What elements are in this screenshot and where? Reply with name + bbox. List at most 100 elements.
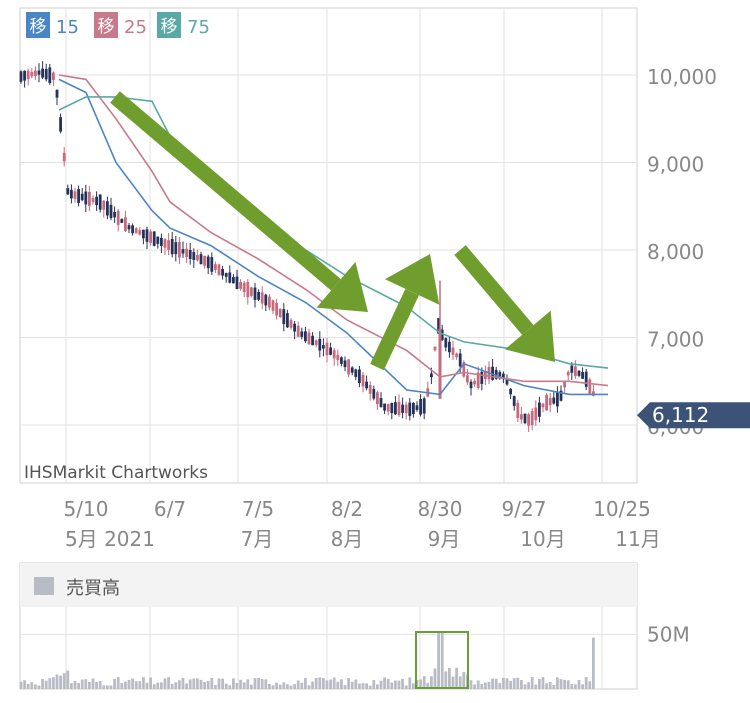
volume-bar bbox=[552, 685, 556, 689]
volume-bar bbox=[548, 682, 552, 689]
volume-bar bbox=[358, 683, 361, 689]
volume-bar bbox=[62, 673, 66, 689]
legend-badge-text: 移 bbox=[30, 17, 47, 37]
candle bbox=[102, 200, 106, 210]
candle bbox=[394, 402, 397, 415]
volume-bar bbox=[293, 684, 296, 689]
candle bbox=[340, 357, 343, 364]
candle bbox=[523, 413, 527, 424]
legend-label-ma25: 25 bbox=[124, 17, 147, 38]
candle bbox=[581, 372, 584, 379]
arrow-shaft bbox=[370, 288, 419, 371]
volume-legend-label: 売買高 bbox=[66, 578, 120, 599]
legend-badge-ma75 bbox=[157, 12, 181, 38]
candle bbox=[282, 309, 286, 324]
candle bbox=[178, 241, 181, 258]
candle bbox=[304, 331, 307, 342]
candle bbox=[170, 238, 174, 255]
volume-bar bbox=[178, 680, 181, 689]
candle bbox=[235, 276, 239, 290]
volume-bar bbox=[286, 684, 289, 689]
volume-bar bbox=[430, 676, 433, 689]
candle bbox=[37, 70, 41, 75]
volume-bar bbox=[498, 683, 502, 689]
volume-bar bbox=[487, 681, 491, 689]
candle bbox=[545, 394, 548, 411]
candle bbox=[491, 366, 494, 380]
candle bbox=[455, 353, 458, 358]
candle bbox=[23, 70, 26, 81]
volume-bar bbox=[556, 677, 559, 689]
y-tick-label: 10,000 bbox=[647, 65, 717, 89]
volume-bar bbox=[354, 679, 358, 689]
candle bbox=[264, 294, 268, 306]
candle bbox=[203, 255, 206, 266]
candle bbox=[84, 191, 88, 205]
candle bbox=[329, 347, 332, 355]
volume-bar bbox=[196, 678, 199, 689]
volume-bar bbox=[260, 679, 264, 689]
volume-bar bbox=[408, 677, 412, 689]
volume-bar bbox=[289, 685, 293, 689]
candle bbox=[379, 398, 383, 408]
candle bbox=[361, 374, 365, 387]
volume-bar bbox=[314, 677, 318, 689]
candle bbox=[167, 240, 170, 250]
candle bbox=[386, 404, 390, 412]
candle bbox=[458, 353, 462, 367]
candle bbox=[527, 414, 530, 426]
volume-bar bbox=[152, 684, 156, 689]
volume-bar bbox=[163, 678, 167, 689]
candle bbox=[476, 372, 480, 389]
x-month-label: 5月 2021 bbox=[65, 527, 155, 551]
volume-bar bbox=[473, 684, 476, 689]
x-month-label: 11月 bbox=[615, 527, 660, 551]
volume-bar bbox=[379, 680, 383, 689]
volume-bar bbox=[278, 684, 282, 689]
price-panel bbox=[19, 7, 638, 484]
candle bbox=[145, 229, 149, 242]
candle bbox=[318, 338, 322, 351]
volume-bar bbox=[48, 678, 52, 689]
candle bbox=[473, 380, 476, 385]
candle bbox=[451, 347, 455, 355]
candle bbox=[494, 369, 498, 379]
volume-bar bbox=[109, 685, 113, 689]
candle bbox=[566, 371, 570, 376]
arrow-head bbox=[504, 310, 555, 362]
volume-bar bbox=[88, 681, 91, 689]
candle bbox=[552, 397, 556, 404]
candle bbox=[41, 68, 44, 78]
volume-bar bbox=[52, 677, 55, 689]
candle bbox=[149, 231, 152, 243]
volume-bar bbox=[66, 670, 70, 689]
legend-label-ma75: 75 bbox=[187, 17, 210, 38]
volume-bar bbox=[322, 678, 325, 689]
volume-bar bbox=[257, 677, 260, 689]
volume-bar bbox=[480, 684, 484, 689]
volume-bar bbox=[448, 667, 451, 689]
arrow-down-1 bbox=[110, 91, 368, 312]
candle bbox=[224, 273, 228, 277]
candle bbox=[404, 404, 408, 414]
volume-bar bbox=[491, 678, 494, 689]
volume-bar bbox=[300, 682, 304, 689]
candle bbox=[588, 379, 592, 394]
price-tag-label: 6,112 bbox=[652, 403, 709, 427]
volume-bar bbox=[232, 678, 235, 689]
candle bbox=[372, 388, 376, 399]
candle bbox=[120, 218, 124, 223]
volume-bar bbox=[577, 679, 581, 689]
volume-bar bbox=[206, 680, 210, 689]
arrow-head bbox=[316, 261, 368, 312]
candle bbox=[131, 225, 134, 234]
candle bbox=[401, 404, 404, 413]
volume-bar bbox=[131, 678, 134, 689]
candle bbox=[26, 70, 30, 80]
volume-bar bbox=[304, 677, 307, 689]
candle bbox=[347, 359, 350, 375]
volume-bar bbox=[185, 683, 188, 689]
volume-bar bbox=[174, 682, 178, 689]
candle bbox=[368, 384, 372, 394]
volume-bar bbox=[268, 683, 271, 689]
